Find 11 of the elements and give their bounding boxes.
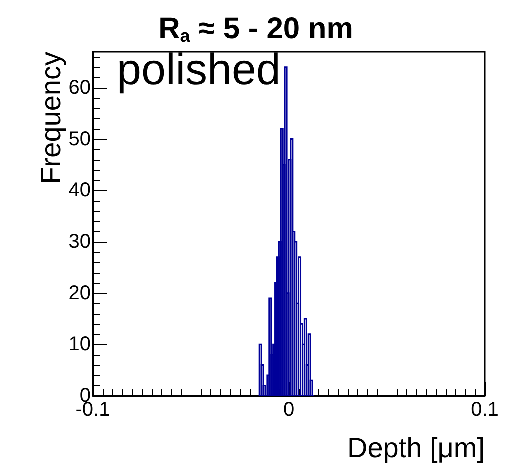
y-tick-label: 40 bbox=[68, 180, 91, 202]
x-tick-label: 0.1 bbox=[471, 399, 499, 421]
y-tick-label: 10 bbox=[68, 334, 91, 356]
x-tick-label: 0 bbox=[283, 399, 295, 421]
x-axis-title: Depth [μm] bbox=[347, 432, 485, 464]
annotation: polished bbox=[117, 46, 281, 94]
y-tick-label: 20 bbox=[68, 282, 91, 304]
y-tick-label: 30 bbox=[68, 230, 91, 253]
y-tick-label: 60 bbox=[68, 76, 91, 99]
y-tick-label: 50 bbox=[68, 128, 91, 150]
y-axis-title: Frequency bbox=[36, 52, 66, 184]
